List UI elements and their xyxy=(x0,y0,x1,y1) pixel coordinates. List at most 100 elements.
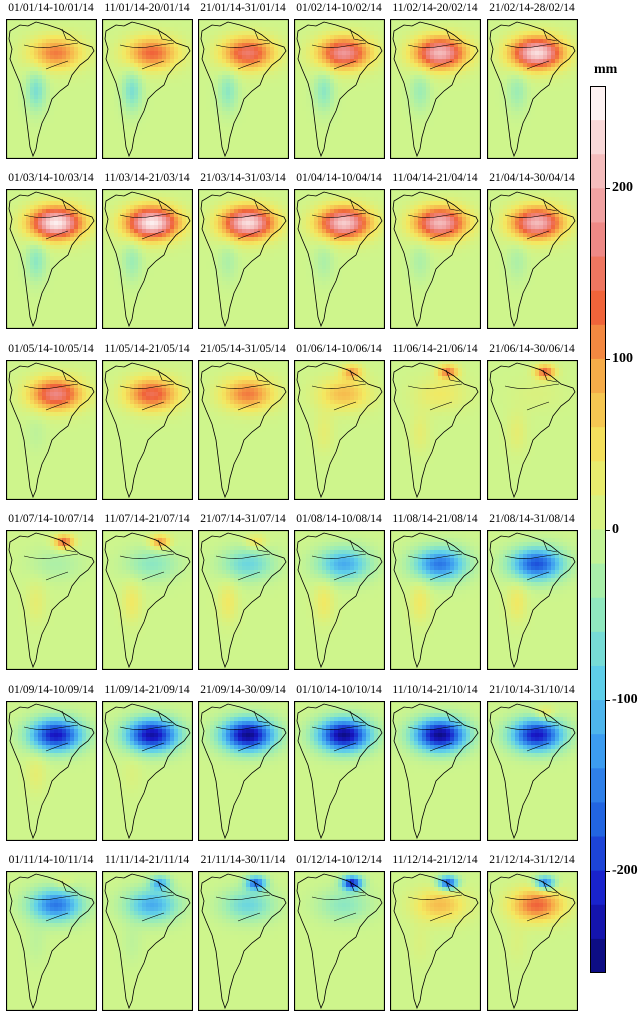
panel-date-label: 21/09/14-30/09/14 xyxy=(195,684,291,700)
panel-date-label: 21/05/14-31/05/14 xyxy=(195,343,291,359)
map-panel: 11/11/14-21/11/14 xyxy=(99,854,195,1014)
colorbar-segment xyxy=(590,939,606,973)
anomaly-map xyxy=(198,360,289,500)
map-panel: 11/02/14-20/02/14 xyxy=(387,2,483,162)
panel-date-label: 01/04/14-10/04/14 xyxy=(291,172,387,188)
panel-date-label: 21/11/14-30/11/14 xyxy=(195,854,291,870)
anomaly-map xyxy=(294,701,385,841)
map-panel: 01/08/14-10/08/14 xyxy=(291,513,387,673)
panel-date-label: 01/01/14-10/01/14 xyxy=(3,2,99,18)
panel-date-label: 21/02/14-28/02/14 xyxy=(484,2,580,18)
colorbar-segment xyxy=(590,222,606,257)
anomaly-map xyxy=(198,701,289,841)
anomaly-map xyxy=(390,530,481,670)
map-panel: 11/07/14-21/07/14 xyxy=(99,513,195,673)
map-panel: 11/05/14-21/05/14 xyxy=(99,343,195,503)
map-panel: 21/02/14-28/02/14 xyxy=(484,2,580,162)
panel-date-label: 11/11/14-21/11/14 xyxy=(99,854,195,870)
anomaly-map xyxy=(294,871,385,1011)
colorbar-segment xyxy=(590,530,606,565)
anomaly-map xyxy=(294,360,385,500)
map-panel: 21/09/14-30/09/14 xyxy=(195,684,291,844)
map-panel: 01/02/14-10/02/14 xyxy=(291,2,387,162)
colorbar xyxy=(590,86,606,973)
colorbar-segment xyxy=(590,734,606,769)
anomaly-map xyxy=(198,871,289,1011)
panel-date-label: 11/06/14-21/06/14 xyxy=(387,343,483,359)
panel-date-label: 11/08/14-21/08/14 xyxy=(387,513,483,529)
anomaly-map xyxy=(6,19,97,159)
map-panel: 21/12/14-31/12/14 xyxy=(484,854,580,1014)
anomaly-map xyxy=(198,19,289,159)
panel-date-label: 01/09/14-10/09/14 xyxy=(3,684,99,700)
panel-date-label: 11/04/14-21/04/14 xyxy=(387,172,483,188)
anomaly-map xyxy=(6,530,97,670)
map-panel: 21/06/14-30/06/14 xyxy=(484,343,580,503)
panel-date-label: 01/06/14-10/06/14 xyxy=(291,343,387,359)
anomaly-map xyxy=(390,189,481,329)
map-panel: 11/01/14-20/01/14 xyxy=(99,2,195,162)
anomaly-map xyxy=(6,701,97,841)
anomaly-map xyxy=(294,19,385,159)
anomaly-map xyxy=(6,360,97,500)
map-panel: 21/04/14-30/04/14 xyxy=(484,172,580,332)
map-panel: 21/10/14-31/10/14 xyxy=(484,684,580,844)
panel-date-label: 21/06/14-30/06/14 xyxy=(484,343,580,359)
map-panel: 01/07/14-10/07/14 xyxy=(3,513,99,673)
anomaly-map xyxy=(487,530,578,670)
colorbar-tick-mark xyxy=(606,188,610,189)
colorbar-segment xyxy=(590,86,606,121)
map-panel: 11/04/14-21/04/14 xyxy=(387,172,483,332)
panel-date-label: 01/10/14-10/10/14 xyxy=(291,684,387,700)
anomaly-map xyxy=(390,871,481,1011)
map-panel: 21/07/14-31/07/14 xyxy=(195,513,291,673)
panel-date-label: 11/03/14-21/03/14 xyxy=(99,172,195,188)
panel-date-label: 11/01/14-20/01/14 xyxy=(99,2,195,18)
colorbar-tick-label: 0 xyxy=(612,522,619,538)
map-panel: 01/11/14-10/11/14 xyxy=(3,854,99,1014)
panel-date-label: 21/07/14-31/07/14 xyxy=(195,513,291,529)
anomaly-map xyxy=(390,19,481,159)
map-panel: 21/03/14-31/03/14 xyxy=(195,172,291,332)
colorbar-tick-mark xyxy=(606,530,610,531)
colorbar-segment xyxy=(590,632,606,667)
anomaly-map xyxy=(487,19,578,159)
colorbar-tick-label: 100 xyxy=(612,351,633,367)
colorbar-segment xyxy=(590,598,606,633)
anomaly-map xyxy=(102,871,193,1011)
colorbar-segment xyxy=(590,359,606,394)
colorbar-unit-label: mm xyxy=(594,62,617,78)
colorbar-segment xyxy=(590,871,606,906)
anomaly-map xyxy=(102,530,193,670)
anomaly-map xyxy=(390,701,481,841)
panel-date-label: 21/10/14-31/10/14 xyxy=(484,684,580,700)
anomaly-map xyxy=(198,530,289,670)
anomaly-map xyxy=(102,701,193,841)
colorbar-tick-label: 200 xyxy=(612,180,633,196)
map-panel: 21/08/14-31/08/14 xyxy=(484,513,580,673)
panel-date-label: 01/02/14-10/02/14 xyxy=(291,2,387,18)
anomaly-map xyxy=(6,189,97,329)
map-panel: 11/08/14-21/08/14 xyxy=(387,513,483,673)
map-panel: 11/03/14-21/03/14 xyxy=(99,172,195,332)
colorbar-segment xyxy=(590,461,606,496)
colorbar-segment xyxy=(590,768,606,803)
anomaly-map xyxy=(294,189,385,329)
map-panel: 21/11/14-30/11/14 xyxy=(195,854,291,1014)
anomaly-map xyxy=(390,360,481,500)
panel-date-label: 01/07/14-10/07/14 xyxy=(3,513,99,529)
anomaly-map xyxy=(102,360,193,500)
anomaly-map xyxy=(102,19,193,159)
panel-date-label: 11/09/14-21/09/14 xyxy=(99,684,195,700)
colorbar-segment xyxy=(590,188,606,223)
panel-date-label: 01/12/14-10/12/14 xyxy=(291,854,387,870)
anomaly-map xyxy=(487,189,578,329)
map-panel: 11/10/14-21/10/14 xyxy=(387,684,483,844)
colorbar-segment xyxy=(590,393,606,428)
panel-date-label: 11/10/14-21/10/14 xyxy=(387,684,483,700)
map-panel: 11/12/14-21/12/14 xyxy=(387,854,483,1014)
anomaly-map xyxy=(6,871,97,1011)
colorbar-segment xyxy=(590,325,606,360)
colorbar-tick-label: -100 xyxy=(612,692,638,708)
